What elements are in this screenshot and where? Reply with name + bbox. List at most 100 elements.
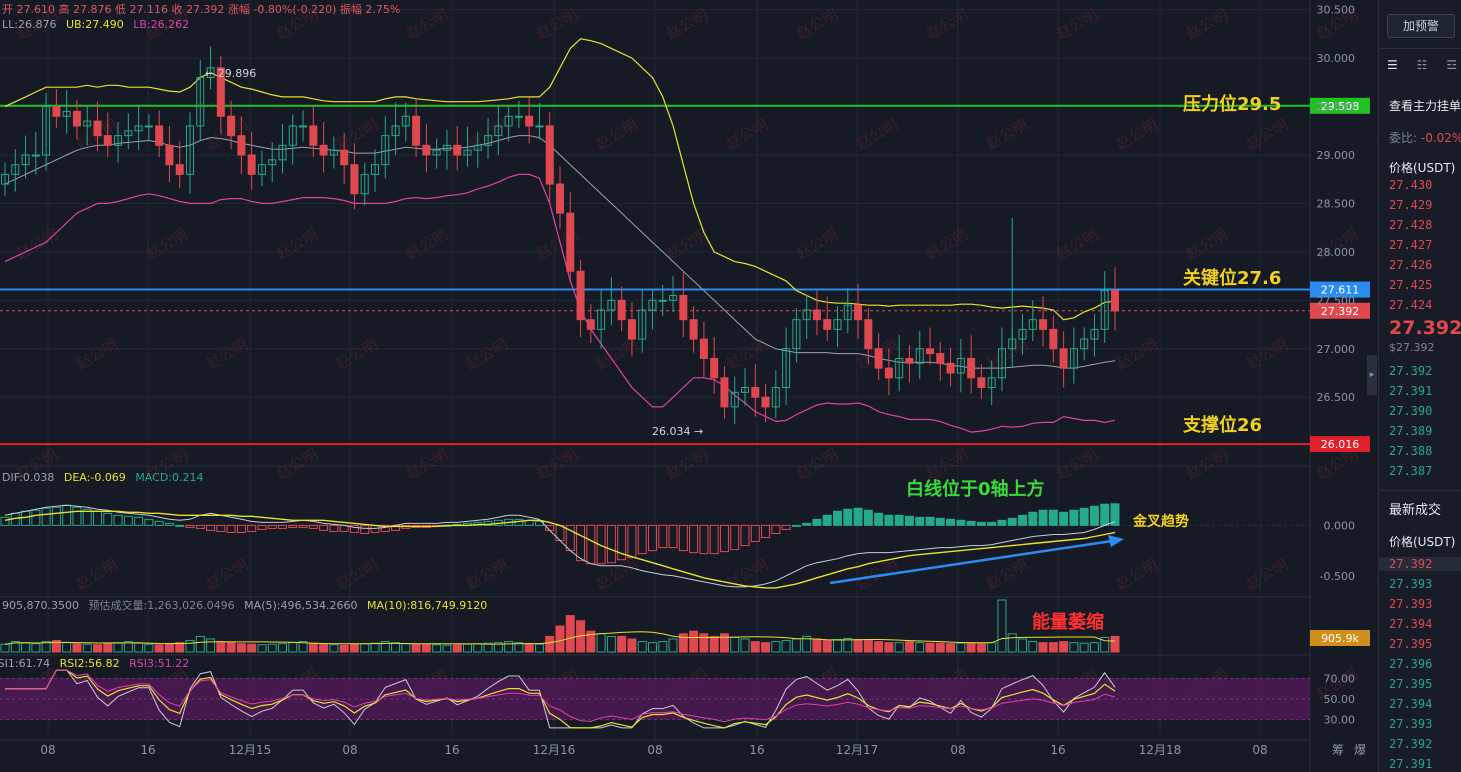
panel-collapse-handle[interactable]: ▸ <box>1367 355 1377 395</box>
macd-histogram-bar <box>267 524 277 529</box>
candle-body <box>391 125 400 137</box>
volume-bar <box>966 642 976 653</box>
candle-body <box>165 144 174 166</box>
ohlc-header: 开 27.610 高 27.876 低 27.116 收 27.392 涨幅 -… <box>2 1 406 17</box>
bid-price[interactable]: 27.391 <box>1389 384 1433 398</box>
volume-bar <box>421 644 431 653</box>
candle-body <box>309 125 318 146</box>
candle-body <box>103 135 112 146</box>
volume-bar <box>1059 641 1069 653</box>
candle-body <box>648 299 657 311</box>
volume-bar <box>874 641 884 653</box>
candle-body <box>514 115 523 118</box>
macd-histogram-bar <box>658 524 668 549</box>
candle-body <box>525 115 534 127</box>
time-axis-tick: 08 <box>342 743 357 757</box>
volume-bar <box>226 642 236 653</box>
candle-body <box>371 164 379 175</box>
volume-bar <box>391 642 401 653</box>
candle-body <box>124 130 133 137</box>
volume-bar <box>545 635 555 653</box>
chart-area[interactable]: 赵公明 赵公明 赵公明 赵公明 赵公明 赵公明 赵公明 赵公明 赵公明 赵公明 赵公明 赵公明 赵公明赵… <box>0 0 1378 772</box>
trade-price: 27.395 <box>1389 637 1433 651</box>
macd-histogram-bar <box>740 524 750 547</box>
candle-body <box>52 106 61 117</box>
high-price-mark: ← 29.896 <box>205 67 256 80</box>
boll-ub-value: UB:27.490 <box>65 18 124 31</box>
time-axis-tick: 16 <box>749 743 764 757</box>
ask-price[interactable]: 27.430 <box>1389 178 1433 192</box>
candle-body <box>83 120 92 127</box>
volume-bar <box>915 642 925 653</box>
candle-body <box>936 353 945 364</box>
candle-body <box>658 299 667 302</box>
candle-body <box>1028 319 1037 330</box>
price-axis-tick: 27.000 <box>1317 343 1356 356</box>
volume-bar <box>41 641 51 653</box>
candle-body <box>1090 328 1099 340</box>
candle-body <box>1069 348 1078 369</box>
ask-price[interactable]: 27.425 <box>1389 278 1433 292</box>
candle-body <box>422 144 431 156</box>
add-alert-button[interactable]: 加预警 <box>1387 14 1455 38</box>
kline-chart[interactable]: 赵公明 赵公明 赵公明 赵公明 赵公明 赵公明 赵公明 赵公明 赵公明 赵公明 赵公明赵公明 赵公明赵… <box>0 0 1378 772</box>
ask-price[interactable]: 27.428 <box>1389 218 1433 232</box>
candle-body <box>442 144 451 151</box>
macd-histogram-bar <box>689 524 699 554</box>
asks-view-icon[interactable]: ☲ <box>1446 58 1458 72</box>
ask-price[interactable]: 27.429 <box>1389 198 1433 212</box>
ask-price[interactable]: 27.426 <box>1389 258 1433 272</box>
macd-histogram-bar <box>308 524 318 529</box>
bid-price[interactable]: 27.389 <box>1389 424 1433 438</box>
bid-price[interactable]: 27.388 <box>1389 444 1433 458</box>
bid-price[interactable]: 27.387 <box>1389 464 1433 478</box>
trade-price: 27.394 <box>1389 617 1433 631</box>
volume-bar <box>164 643 174 653</box>
both-sides-view-icon[interactable]: ☰ <box>1387 58 1398 72</box>
macd-dea-value: DEA:-0.069 <box>63 471 126 484</box>
orderbook-title[interactable]: 查看主力挂单 <box>1389 99 1461 113</box>
sidebar-divider <box>1379 48 1461 49</box>
volume-bar <box>946 643 956 653</box>
time-axis-tick: 12月18 <box>1139 743 1182 757</box>
macd-histogram-bar <box>761 524 771 538</box>
ask-price[interactable]: 27.427 <box>1389 238 1433 252</box>
volume-bar <box>93 644 102 653</box>
volume-bar <box>904 641 914 653</box>
volume-bar <box>257 644 267 653</box>
time-axis-tick: 16 <box>140 743 155 757</box>
macd-histogram-bar <box>730 524 740 551</box>
candle-body <box>689 319 698 340</box>
volume-bar <box>452 644 462 653</box>
macd-histogram-bar <box>1089 505 1099 526</box>
sidebar-divider <box>1379 490 1461 491</box>
macd-axis-tick: 0.000 <box>1324 519 1356 532</box>
volume-bar <box>82 643 92 653</box>
bid-price[interactable]: 27.390 <box>1389 404 1433 418</box>
macd-histogram-bar <box>175 524 185 527</box>
candle-body <box>504 115 513 127</box>
candle-body <box>1080 338 1089 350</box>
candle-body <box>741 387 749 393</box>
candle-body <box>257 164 266 175</box>
time-axis-tick: 12月15 <box>229 743 272 757</box>
macd-histogram-bar <box>1069 509 1079 526</box>
macd-histogram-bar <box>637 524 647 555</box>
candle-body <box>617 299 626 321</box>
candle-body <box>535 125 544 128</box>
volume-bar <box>10 641 20 653</box>
bid-price[interactable]: 27.392 <box>1389 364 1433 378</box>
candle-body <box>186 125 194 175</box>
volume-bar <box>247 643 257 653</box>
macd-histogram-bar <box>894 514 904 526</box>
bids-view-icon[interactable]: ☷ <box>1416 58 1428 72</box>
candle-body <box>864 319 873 350</box>
macd-histogram-bar <box>113 514 123 526</box>
ask-price[interactable]: 27.424 <box>1389 298 1433 312</box>
time-axis-tick: 16 <box>1050 743 1065 757</box>
ratio-row: 委比: -0.02% <box>1389 129 1461 146</box>
candle-body <box>288 125 297 146</box>
candle-body <box>833 319 842 330</box>
time-axis-tick: 12月16 <box>533 743 576 757</box>
candle-body <box>484 135 493 146</box>
